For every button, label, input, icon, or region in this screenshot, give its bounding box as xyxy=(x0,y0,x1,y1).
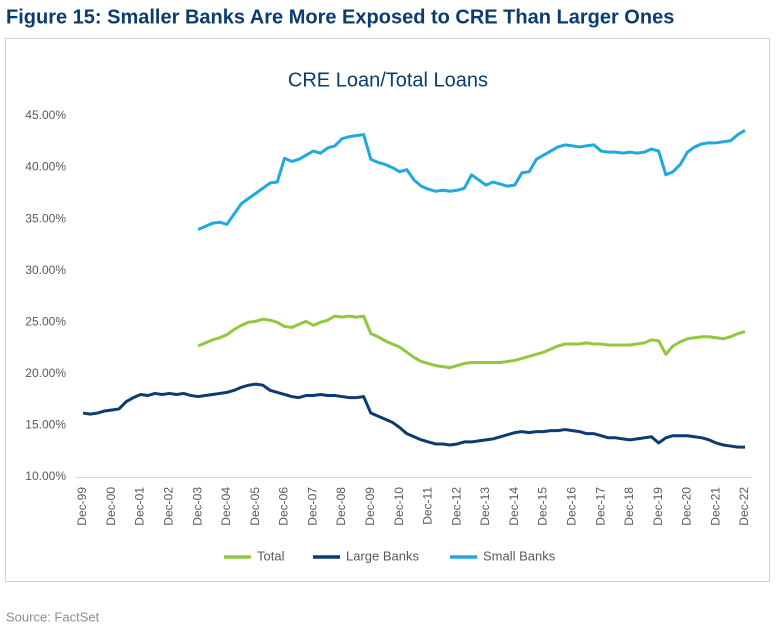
chart-title: CRE Loan/Total Loans xyxy=(288,69,488,91)
x-tick-label: Dec-07 xyxy=(305,487,319,526)
x-tick-label: Dec-02 xyxy=(162,487,176,526)
legend-label: Small Banks xyxy=(483,548,556,563)
x-tick-label: Dec-99 xyxy=(75,487,89,526)
x-tick-label: Dec-10 xyxy=(392,487,406,526)
x-tick-label: Dec-08 xyxy=(334,487,348,526)
y-tick-label: 25.00% xyxy=(25,314,66,328)
x-tick-label: Dec-16 xyxy=(564,487,578,526)
y-tick-label: 10.00% xyxy=(25,469,66,483)
x-tick-label: Dec-11 xyxy=(421,487,435,525)
x-tick-label: Dec-15 xyxy=(536,487,550,526)
x-tick-label: Dec-06 xyxy=(277,487,291,526)
series-line xyxy=(197,129,746,231)
x-tick-label: Dec-03 xyxy=(190,487,204,526)
x-tick-label: Dec-09 xyxy=(363,487,377,526)
x-tick-label: Dec-13 xyxy=(478,487,492,526)
y-tick-label: 45.00% xyxy=(25,108,66,122)
source: Source: FactSet xyxy=(6,609,100,624)
legend-label: Large Banks xyxy=(346,548,419,563)
x-tick-label: Dec-14 xyxy=(507,487,521,526)
y-tick-label: 40.00% xyxy=(25,160,66,174)
x-tick-label: Dec-01 xyxy=(133,487,147,526)
x-tick-label: Dec-12 xyxy=(449,487,463,526)
series-line xyxy=(197,314,746,370)
x-tick-label: Dec-17 xyxy=(593,487,607,526)
y-tick-label: 15.00% xyxy=(25,418,66,432)
figure-title: Figure 15: Smaller Banks Are More Expose… xyxy=(6,6,674,28)
y-tick-label: 20.00% xyxy=(25,366,66,380)
series-line xyxy=(82,382,745,449)
x-tick-label: Dec-19 xyxy=(651,487,665,526)
x-tick-label: Dec-20 xyxy=(680,487,694,526)
x-tick-label: Dec-18 xyxy=(622,487,636,526)
chart-frame xyxy=(5,38,770,582)
y-tick-label: 30.00% xyxy=(25,263,66,277)
x-tick-label: Dec-05 xyxy=(248,487,262,526)
x-tick-label: Dec-00 xyxy=(104,487,118,526)
x-tick-label: Dec-04 xyxy=(219,487,233,526)
legend-label: Total xyxy=(257,548,285,563)
x-tick-label: Dec-21 xyxy=(708,487,722,526)
y-tick-label: 35.00% xyxy=(25,211,66,225)
x-tick-label: Dec-22 xyxy=(737,487,751,526)
